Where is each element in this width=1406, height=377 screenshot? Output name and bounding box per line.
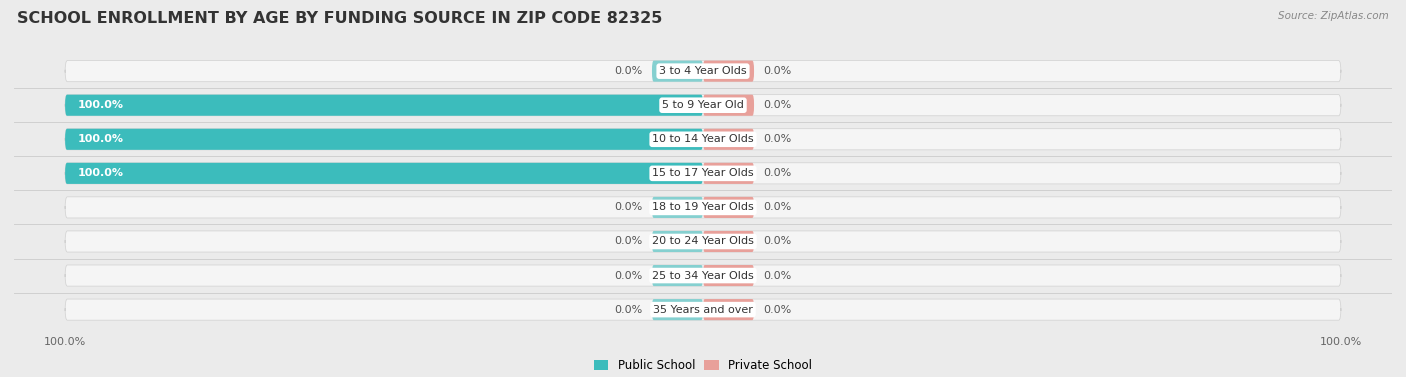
Text: 100.0%: 100.0% [77,100,124,110]
FancyBboxPatch shape [703,95,754,116]
FancyBboxPatch shape [652,231,703,252]
Text: 100.0%: 100.0% [77,169,124,178]
FancyBboxPatch shape [65,129,1341,150]
FancyBboxPatch shape [65,129,703,150]
Text: 0.0%: 0.0% [614,305,643,315]
FancyBboxPatch shape [65,265,1341,286]
Text: 0.0%: 0.0% [614,202,643,212]
FancyBboxPatch shape [703,129,754,150]
Text: 0.0%: 0.0% [614,236,643,247]
FancyBboxPatch shape [703,61,754,82]
Text: 35 Years and over: 35 Years and over [652,305,754,315]
Text: 3 to 4 Year Olds: 3 to 4 Year Olds [659,66,747,76]
Text: 100.0%: 100.0% [77,134,124,144]
Text: 0.0%: 0.0% [763,236,792,247]
FancyBboxPatch shape [65,95,1341,116]
Text: 0.0%: 0.0% [614,66,643,76]
FancyBboxPatch shape [652,299,703,320]
Text: 0.0%: 0.0% [614,271,643,280]
FancyBboxPatch shape [703,231,754,252]
FancyBboxPatch shape [652,265,703,286]
FancyBboxPatch shape [703,197,754,218]
FancyBboxPatch shape [65,163,1341,184]
FancyBboxPatch shape [65,197,1341,218]
FancyBboxPatch shape [65,231,1341,252]
FancyBboxPatch shape [703,163,754,184]
Text: 15 to 17 Year Olds: 15 to 17 Year Olds [652,169,754,178]
Text: 25 to 34 Year Olds: 25 to 34 Year Olds [652,271,754,280]
FancyBboxPatch shape [65,299,1341,320]
Text: 0.0%: 0.0% [763,66,792,76]
Legend: Public School, Private School: Public School, Private School [589,354,817,377]
Text: 10 to 14 Year Olds: 10 to 14 Year Olds [652,134,754,144]
Text: 5 to 9 Year Old: 5 to 9 Year Old [662,100,744,110]
Text: Source: ZipAtlas.com: Source: ZipAtlas.com [1278,11,1389,21]
Text: 0.0%: 0.0% [763,100,792,110]
Text: 20 to 24 Year Olds: 20 to 24 Year Olds [652,236,754,247]
FancyBboxPatch shape [652,197,703,218]
Text: 0.0%: 0.0% [763,134,792,144]
Text: 0.0%: 0.0% [763,271,792,280]
Text: 0.0%: 0.0% [763,202,792,212]
FancyBboxPatch shape [652,61,703,82]
Text: 18 to 19 Year Olds: 18 to 19 Year Olds [652,202,754,212]
FancyBboxPatch shape [65,163,703,184]
FancyBboxPatch shape [65,95,703,116]
FancyBboxPatch shape [65,61,1341,82]
FancyBboxPatch shape [703,299,754,320]
Text: 0.0%: 0.0% [763,169,792,178]
FancyBboxPatch shape [703,265,754,286]
Text: 0.0%: 0.0% [763,305,792,315]
Text: SCHOOL ENROLLMENT BY AGE BY FUNDING SOURCE IN ZIP CODE 82325: SCHOOL ENROLLMENT BY AGE BY FUNDING SOUR… [17,11,662,26]
